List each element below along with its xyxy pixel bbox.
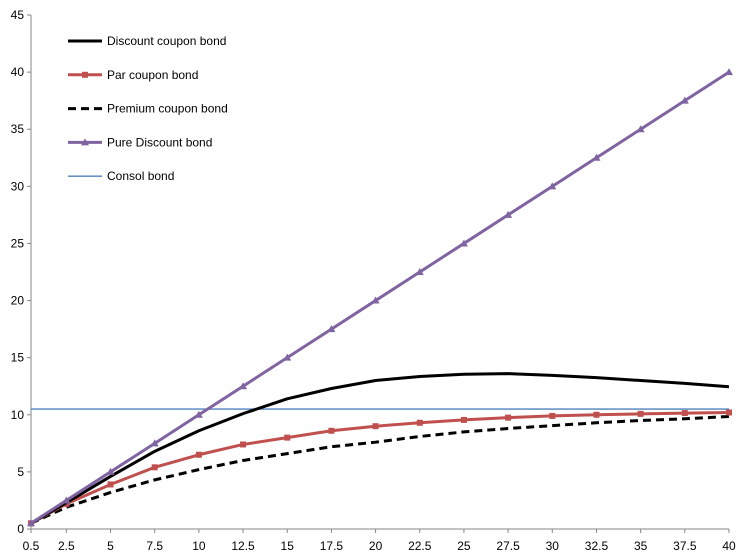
data-point-pure-discount-bond	[504, 210, 513, 218]
x-tick-label: 5	[107, 539, 114, 553]
x-tick-label: 37.5	[673, 539, 697, 553]
x-tick-label: 17.5	[320, 539, 344, 553]
data-point-pure-discount-bond	[150, 439, 159, 447]
legend-item-consol-bond: Consol bond	[68, 169, 174, 183]
x-tick-label: 7.5	[146, 539, 163, 553]
x-tick-label: 35	[634, 539, 648, 553]
data-point-pure-discount-bond	[548, 182, 557, 190]
legend-label: Consol bond	[107, 169, 174, 183]
x-tick-label: 12.5	[231, 539, 255, 553]
data-point-pure-discount-bond	[636, 125, 645, 133]
x-tick-label: 25	[457, 539, 471, 553]
data-point-pure-discount-bond	[27, 519, 35, 527]
data-point-par-coupon-bond	[195, 451, 202, 458]
data-point-pure-discount-bond	[106, 467, 115, 475]
legend-label: Premium coupon bond	[107, 102, 228, 116]
data-point-par-coupon-bond	[726, 409, 732, 416]
data-point-par-coupon-bond	[151, 464, 158, 471]
legend-item-par-coupon-bond: Par coupon bond	[68, 68, 198, 82]
data-point-par-coupon-bond	[372, 423, 379, 430]
data-point-par-coupon-bond	[240, 441, 247, 448]
data-point-par-coupon-bond	[328, 427, 335, 434]
series-layer	[27, 68, 733, 527]
x-tick-label: 30	[546, 539, 560, 553]
series-pure-discount-bond	[27, 68, 733, 527]
x-tick-label: 20	[369, 539, 383, 553]
legend-label: Discount coupon bond	[107, 34, 226, 48]
legend-marker	[81, 138, 89, 146]
y-tick-label: 35	[11, 122, 25, 136]
x-tick-label: 2.5	[58, 539, 75, 553]
series-line-discount-coupon-bond	[30, 372, 730, 525]
legend-label: Par coupon bond	[107, 68, 198, 82]
y-tick-label: 20	[11, 294, 25, 308]
legend-item-discount-coupon-bond: Discount coupon bond	[68, 34, 226, 48]
legend-item-premium-coupon-bond: Premium coupon bond	[68, 102, 228, 116]
x-tick-label: 0.5	[23, 539, 40, 553]
data-point-pure-discount-bond	[592, 153, 601, 161]
axes: 0 5 10 15 20 25 30 35 40 45 0.5 2.5 5 7.5 10 12.5 15 17.5…	[11, 8, 736, 553]
data-point-pure-discount-bond	[459, 239, 468, 247]
data-point-pure-discount-bond	[371, 296, 380, 304]
data-point-pure-discount-bond	[62, 496, 71, 504]
series-line-premium-coupon-bond	[30, 414, 730, 525]
data-point-pure-discount-bond	[327, 325, 336, 333]
series-discount-coupon-bond	[30, 372, 730, 525]
y-tick-label: 45	[11, 8, 25, 22]
x-tick-label: 22.5	[408, 539, 432, 553]
series-premium-coupon-bond	[30, 414, 730, 525]
x-tick-label: 32.5	[585, 539, 609, 553]
data-point-pure-discount-bond	[239, 382, 248, 390]
data-point-par-coupon-bond	[107, 481, 114, 488]
x-tick-label: 27.5	[496, 539, 520, 553]
data-point-par-coupon-bond	[284, 434, 291, 441]
data-point-pure-discount-bond	[415, 268, 424, 275]
data-point-par-coupon-bond	[505, 414, 512, 421]
data-point-pure-discount-bond	[283, 353, 292, 361]
x-tick-label: 10	[192, 539, 206, 553]
data-point-par-coupon-bond	[549, 412, 556, 419]
data-point-par-coupon-bond	[681, 410, 688, 417]
data-point-par-coupon-bond	[416, 419, 423, 426]
x-tick-label: 40	[722, 539, 736, 553]
data-point-pure-discount-bond	[680, 96, 689, 104]
data-point-pure-discount-bond	[194, 410, 203, 418]
y-tick-label: 5	[17, 465, 24, 479]
data-point-par-coupon-bond	[593, 411, 600, 418]
y-tick-label: 30	[11, 179, 25, 193]
y-tick-label: 15	[11, 351, 25, 365]
x-tick-label: 15	[281, 539, 295, 553]
data-point-par-coupon-bond	[637, 410, 644, 417]
legend-item-pure-discount-bond: Pure Discount bond	[68, 135, 212, 149]
legend-marker	[82, 71, 88, 78]
y-tick-label: 10	[11, 408, 25, 422]
legend-label: Pure Discount bond	[107, 135, 212, 149]
legend: Discount coupon bond Par coupon bond Premi…	[68, 34, 228, 183]
y-tick-label: 40	[11, 65, 25, 79]
data-point-pure-discount-bond	[725, 68, 733, 76]
data-point-par-coupon-bond	[460, 416, 467, 423]
series-par-coupon-bond	[28, 409, 732, 527]
y-tick-label: 0	[17, 522, 24, 536]
y-tick-label: 25	[11, 236, 25, 250]
